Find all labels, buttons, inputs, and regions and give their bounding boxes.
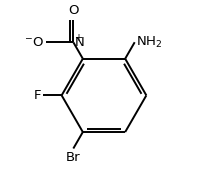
Text: O: O xyxy=(68,4,79,17)
Text: $^{-}$O: $^{-}$O xyxy=(24,36,44,49)
Text: +: + xyxy=(74,33,82,43)
Text: F: F xyxy=(33,89,41,102)
Text: NH$_2$: NH$_2$ xyxy=(136,35,163,50)
Text: Br: Br xyxy=(66,151,81,164)
Text: N: N xyxy=(75,36,85,49)
